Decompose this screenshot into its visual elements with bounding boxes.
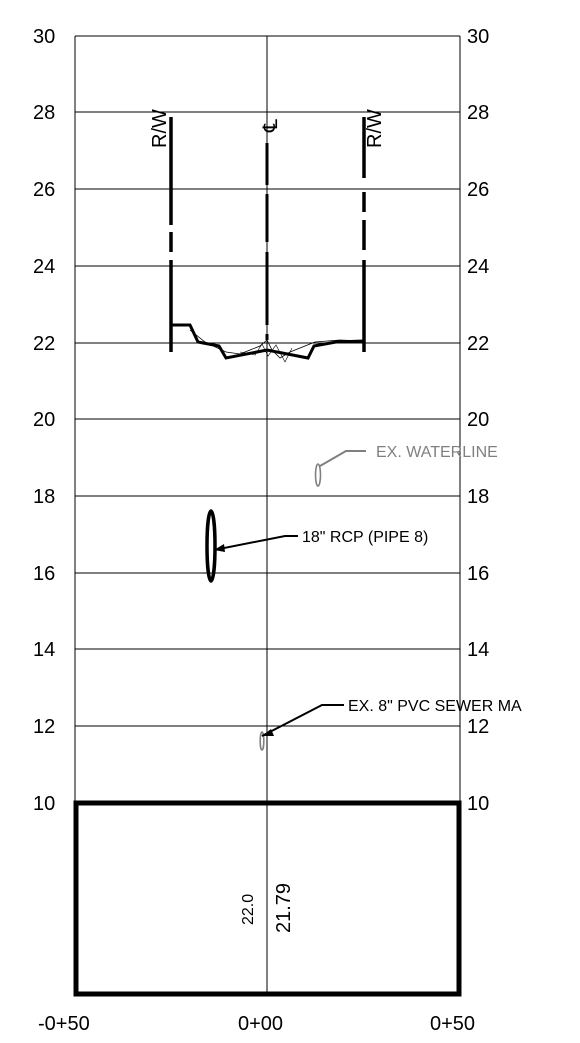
elev-label-left-16: 16 — [33, 563, 55, 585]
bottom-box — [73, 800, 462, 997]
elev-label-right-14: 14 — [467, 639, 489, 661]
rcp-arrowhead — [214, 544, 225, 552]
elev-label-right-22: 22 — [467, 333, 489, 355]
waterline-label: EX. WATERLINE — [376, 444, 498, 461]
elev-label-left-28: 28 — [33, 102, 55, 124]
elev-label-left-10: 10 — [33, 793, 55, 815]
centerline-label: ℄ — [260, 119, 282, 133]
rcp-leader — [213, 535, 298, 551]
elev-label-left-24: 24 — [33, 256, 55, 278]
elev-label-right-26: 26 — [467, 179, 489, 201]
elev-label-right-12: 12 — [467, 716, 489, 738]
row-label-right: R/W — [364, 109, 386, 148]
sewer-leader — [261, 704, 344, 737]
sewer-pipe — [259, 731, 265, 751]
elev-label-left-30: 30 — [33, 26, 55, 48]
station-label-left: -0+50 — [38, 1013, 90, 1035]
elev-label-left-26: 26 — [33, 179, 55, 201]
elev-label-left-20: 20 — [33, 409, 55, 431]
waterline-pipe — [314, 463, 322, 487]
elev-label-left-22: 22 — [33, 333, 55, 355]
box-label-small: 22.0 — [240, 894, 257, 925]
elev-label-right-24: 24 — [467, 256, 489, 278]
station-label-right: 0+50 — [430, 1013, 475, 1035]
station-label-center: 0+00 — [238, 1013, 283, 1035]
elev-label-right-28: 28 — [467, 102, 489, 124]
box-label-large: 21.79 — [273, 883, 295, 933]
sewer-label: EX. 8" PVC SEWER MA — [348, 698, 522, 715]
waterline-leader — [319, 450, 366, 467]
existing-ground-detail — [239, 343, 293, 363]
elev-label-left-18: 18 — [33, 486, 55, 508]
rcp-pipe — [205, 509, 217, 583]
elev-label-left-12: 12 — [33, 716, 55, 738]
rcp-label: 18" RCP (PIPE 8) — [302, 529, 428, 546]
elev-label-left-14: 14 — [33, 639, 55, 661]
elev-label-right-10: 10 — [467, 793, 489, 815]
elev-label-right-20: 20 — [467, 409, 489, 431]
elev-label-right-16: 16 — [467, 563, 489, 585]
elev-label-right-30: 30 — [467, 26, 489, 48]
sewer-arrowhead — [262, 729, 274, 736]
elev-label-right-18: 18 — [467, 486, 489, 508]
existing-ground-line — [189, 329, 365, 359]
row-label-left: R/W — [149, 109, 171, 148]
